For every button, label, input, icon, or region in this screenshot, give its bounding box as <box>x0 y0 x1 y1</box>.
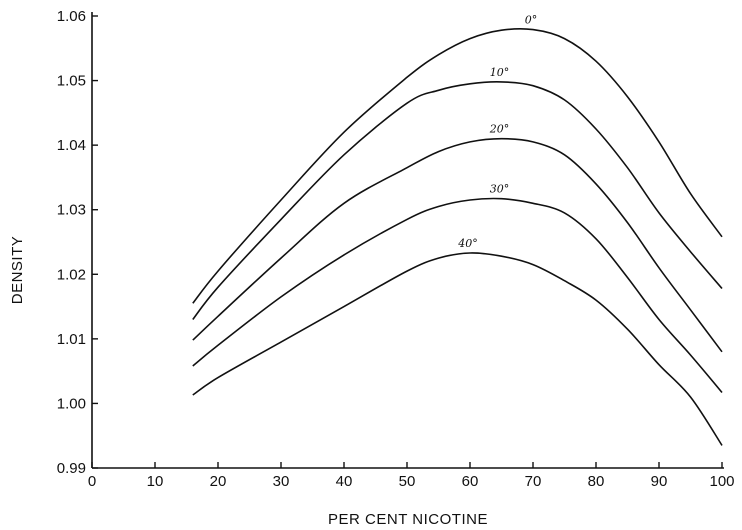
x-axis-ticks: 0 10 20 30 40 50 60 70 80 90 100 <box>88 462 735 490</box>
series-line-3 <box>192 197 723 394</box>
y-axis-ticks: 0.99 1.00 1.01 1.02 1.03 1.04 1.05 1.06 <box>57 8 98 477</box>
y-tick-label: 1.01 <box>57 331 86 348</box>
series-line-4 <box>192 252 723 446</box>
y-tick-label: 1.06 <box>57 8 86 25</box>
curve-labels: 0° 10° 20° 30° 40° <box>457 14 537 250</box>
x-tick-label: 100 <box>709 473 734 490</box>
series-line-1 <box>192 81 723 320</box>
y-tick-label: 1.03 <box>57 202 86 219</box>
x-tick-label: 0 <box>88 473 96 490</box>
series-lines <box>192 27 723 446</box>
x-tick-label: 50 <box>399 473 416 490</box>
curve-label: 20° <box>489 123 510 136</box>
curve-label: 10° <box>490 66 510 79</box>
x-tick-label: 60 <box>462 473 479 490</box>
x-tick-label: 20 <box>210 473 227 490</box>
series-line-2 <box>192 137 723 353</box>
y-tick-label: 1.02 <box>57 266 86 283</box>
x-tick-label: 90 <box>651 473 668 490</box>
y-tick-label: 1.04 <box>57 137 86 154</box>
y-tick-label: 0.99 <box>57 460 86 477</box>
x-tick-label: 80 <box>588 473 605 490</box>
y-tick-label: 1.05 <box>57 73 86 90</box>
y-tick-label: 1.00 <box>57 395 86 412</box>
curve-label: 0° <box>525 14 538 27</box>
x-tick-label: 70 <box>525 473 542 490</box>
axes <box>91 12 724 469</box>
curve-label: 30° <box>490 183 510 196</box>
x-tick-label: 40 <box>336 473 353 490</box>
x-tick-label: 30 <box>273 473 290 490</box>
series-line-0 <box>192 27 723 304</box>
x-axis-title: PER CENT NICOTINE <box>328 511 488 528</box>
x-tick-label: 10 <box>147 473 164 490</box>
y-axis-title: DENSITY <box>9 236 26 305</box>
curve-label: 40° <box>457 237 478 250</box>
